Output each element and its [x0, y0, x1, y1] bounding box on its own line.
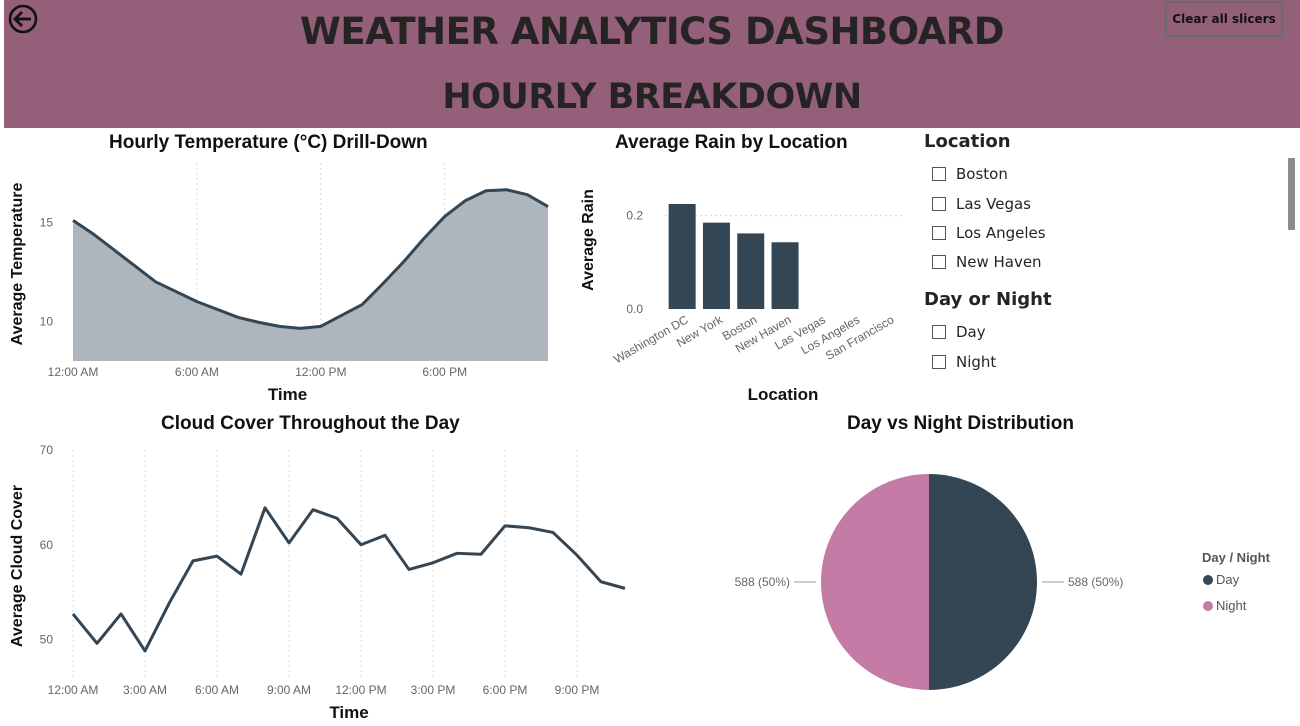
bar	[737, 233, 765, 309]
temperature-chart[interactable]: 10 15 12:00 AM 6:00 AM 12:00 PM 6:00 PM Time Av…	[0, 155, 580, 405]
y-tick-label: 10	[40, 314, 54, 328]
slicer-item-label: Night	[956, 353, 997, 371]
x-tick-label: 3:00 AM	[123, 683, 167, 697]
y-tick-label: 0.2	[626, 209, 643, 223]
temperature-area	[73, 189, 548, 361]
legend-item-night[interactable]: Night	[1203, 598, 1246, 613]
pie-legend-title: Day / Night	[1202, 550, 1270, 565]
slicer-item-los-angeles[interactable]: Los Angeles	[932, 224, 1046, 242]
clear-all-slicers-button[interactable]: Clear all slicers	[1165, 1, 1283, 37]
dashboard-subtitle: HOURLY BREAKDOWN	[442, 77, 862, 117]
dashboard-title: WEATHER ANALYTICS DASHBOARD	[300, 10, 1004, 53]
x-tick-label: 6:00 PM	[422, 365, 467, 379]
y-tick-label: 50	[40, 633, 54, 647]
slicer-item-day[interactable]: Day	[932, 323, 986, 341]
x-tick-label: 3:00 PM	[411, 683, 456, 697]
back-button[interactable]	[8, 4, 38, 34]
header-banner: WEATHER ANALYTICS DASHBOARD HOURLY BREAK…	[4, 0, 1300, 128]
slicer-item-label: Boston	[956, 165, 1008, 183]
slicer-item-new-haven[interactable]: New Haven	[932, 253, 1042, 271]
bar	[702, 222, 730, 309]
checkbox-icon[interactable]	[932, 167, 946, 181]
y-tick-label: 15	[40, 215, 54, 229]
y-tick-label: 70	[40, 443, 54, 457]
location-slicer-scrollbar[interactable]	[1288, 158, 1295, 230]
slicer-item-label: Day	[956, 323, 986, 341]
checkbox-icon[interactable]	[932, 355, 946, 369]
legend-label: Night	[1216, 598, 1247, 613]
pie-slice	[929, 474, 1037, 690]
y-axis-title: Average Cloud Cover	[9, 485, 26, 647]
x-tick-label: 9:00 PM	[555, 683, 600, 697]
x-tick-label: 12:00 AM	[48, 365, 99, 379]
location-slicer-title: Location	[924, 131, 1011, 152]
legend-dot-icon	[1203, 600, 1213, 611]
day-night-slicer-title: Day or Night	[924, 289, 1052, 310]
y-tick-label: 0.0	[626, 302, 643, 316]
slicer-item-label: New Haven	[956, 253, 1042, 271]
pie-chart[interactable]: 588 (50%) 588 (50%)	[700, 436, 1180, 726]
slicer-item-boston[interactable]: Boston	[932, 165, 1008, 183]
pie-slice	[821, 474, 929, 690]
x-tick-label: 12:00 AM	[48, 683, 99, 697]
temperature-line	[72, 188, 549, 330]
legend-dot-icon	[1203, 574, 1213, 585]
slicer-item-night[interactable]: Night	[932, 353, 996, 371]
legend-item-day[interactable]: Day	[1203, 572, 1239, 587]
checkbox-icon[interactable]	[932, 325, 946, 339]
x-axis-title: Time	[268, 385, 307, 404]
pie-chart-title: Day vs Night Distribution	[847, 413, 1074, 434]
pie-data-label: 588 (50%)	[735, 575, 790, 589]
rain-chart-title: Average Rain by Location	[615, 132, 848, 153]
y-tick-label: 60	[40, 538, 54, 552]
checkbox-icon[interactable]	[932, 197, 946, 211]
bar	[668, 204, 696, 309]
x-axis-title: Location	[748, 385, 819, 404]
x-tick-label: 6:00 PM	[483, 683, 528, 697]
y-axis-title: Average Temperature	[9, 183, 26, 346]
x-tick-label: 6:00 AM	[195, 683, 239, 697]
checkbox-icon[interactable]	[932, 255, 946, 269]
cloud-line	[71, 506, 626, 653]
bar	[771, 242, 799, 309]
pie-data-label: 588 (50%)	[1068, 575, 1123, 589]
cloud-chart[interactable]: 50 60 70 12:00 AM 3:00 AM 6:00 AM 9:00 AM 12:00…	[0, 436, 660, 726]
x-tick-label: 12:00 PM	[335, 683, 386, 697]
slicer-item-las-vegas[interactable]: Las Vegas	[932, 195, 1031, 213]
x-tick-label: 9:00 AM	[267, 683, 311, 697]
slicer-item-label: Los Angeles	[956, 224, 1046, 242]
x-axis-title: Time	[329, 703, 368, 722]
y-axis-title: Average Rain	[580, 189, 597, 291]
checkbox-icon[interactable]	[932, 226, 946, 240]
arrow-left-circle-icon	[8, 4, 38, 34]
x-tick-label: 6:00 AM	[175, 365, 219, 379]
slicer-item-label: Las Vegas	[956, 195, 1031, 213]
temperature-chart-title: Hourly Temperature (°C) Drill-Down	[109, 132, 428, 153]
x-tick-label: 12:00 PM	[295, 365, 346, 379]
legend-label: Day	[1216, 572, 1240, 587]
cloud-chart-title: Cloud Cover Throughout the Day	[161, 413, 460, 434]
